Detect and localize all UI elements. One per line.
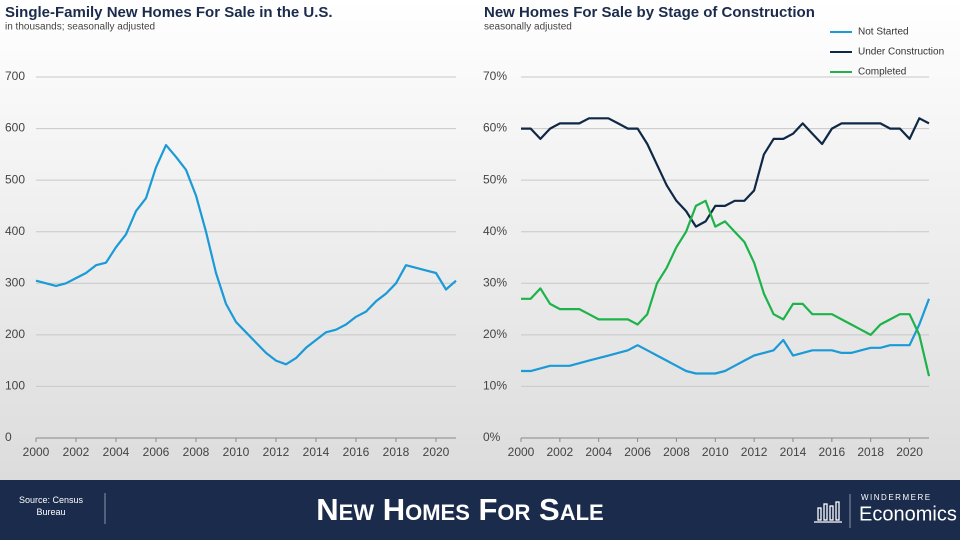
- brand: WINDERMERE: [861, 493, 932, 502]
- x-tick-label: 2016: [819, 445, 846, 459]
- data-line: [521, 117, 930, 228]
- y-tick-label: 0%: [483, 430, 501, 444]
- y-tick-label: 700: [5, 69, 25, 83]
- x-tick-label: 2004: [585, 445, 612, 459]
- x-tick-label: 2018: [383, 445, 410, 459]
- data-line: [521, 199, 931, 377]
- x-tick-label: 2004: [103, 445, 130, 459]
- x-tick-label: 2016: [343, 445, 370, 459]
- data-line: [35, 144, 457, 366]
- chart-title: Single-Family New Homes For Sale in the …: [5, 4, 333, 21]
- x-tick-label: 2002: [63, 445, 90, 459]
- y-tick-label: 500: [5, 172, 25, 186]
- y-tick-label: 40%: [483, 224, 507, 238]
- y-tick-label: 200: [5, 327, 25, 341]
- x-tick-label: 2012: [741, 445, 768, 459]
- x-tick-label: 2000: [508, 445, 535, 459]
- y-tick-label: 400: [5, 224, 25, 238]
- x-tick-label: 2020: [423, 445, 450, 459]
- y-tick-label: 20%: [483, 327, 507, 341]
- source: Source: Census Bureau: [18, 495, 84, 517]
- chart-subtitle: in thousands; seasonally adjusted: [5, 22, 155, 33]
- y-tick-label: 0: [5, 430, 12, 444]
- legend-label: Completed: [858, 67, 906, 78]
- x-tick-label: 2012: [263, 445, 290, 459]
- y-tick-label: 60%: [483, 121, 507, 135]
- chart-title: New Homes For Sale by Stage of Construct…: [484, 4, 815, 21]
- x-tick-label: 2008: [663, 445, 690, 459]
- y-tick-label: 10%: [483, 379, 507, 393]
- y-tick-label: 100: [5, 379, 25, 393]
- x-tick-label: 2010: [223, 445, 250, 459]
- product: Economics: [859, 503, 957, 525]
- y-tick-label: 30%: [483, 275, 507, 289]
- data-line: [521, 298, 931, 375]
- x-tick-label: 2000: [23, 445, 50, 459]
- legend-label: Under Construction: [858, 47, 944, 58]
- source-box: Source: Census Bureau: [18, 495, 84, 517]
- y-tick-label: 600: [5, 121, 25, 135]
- logo-icon: [814, 501, 842, 523]
- x-tick-label: 2006: [624, 445, 651, 459]
- x-tick-label: 2018: [857, 445, 884, 459]
- x-tick-label: 2020: [896, 445, 923, 459]
- legend-label: Not Started: [858, 27, 909, 38]
- background: [0, 0, 960, 480]
- x-tick-label: 2014: [780, 445, 807, 459]
- y-tick-label: 300: [5, 275, 25, 289]
- footer-band: [0, 480, 960, 540]
- x-tick-label: 2014: [303, 445, 330, 459]
- x-tick-label: 2006: [143, 445, 170, 459]
- slide-title: New Homes For Sale: [316, 492, 603, 527]
- x-tick-label: 2002: [547, 445, 574, 459]
- x-tick-label: 2008: [183, 445, 210, 459]
- x-tick-label: 2010: [702, 445, 729, 459]
- y-tick-label: 50%: [483, 172, 507, 186]
- y-tick-label: 70%: [483, 69, 507, 83]
- chart-subtitle: seasonally adjusted: [484, 22, 572, 33]
